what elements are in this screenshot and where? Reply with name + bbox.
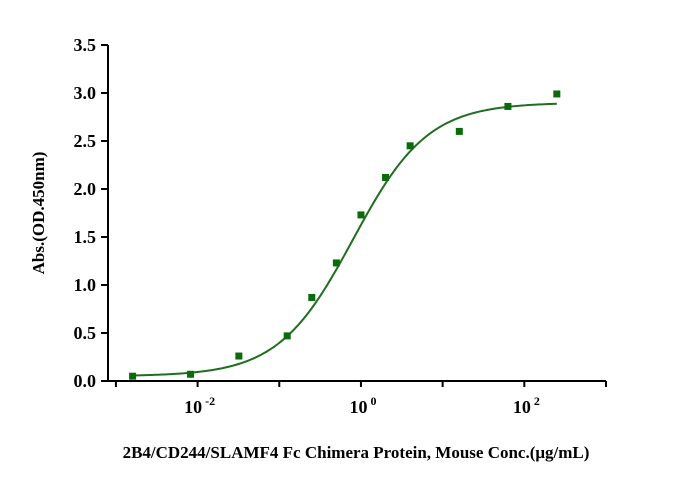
- data-point: [357, 211, 365, 219]
- y-tick-label: 3.0: [74, 83, 97, 103]
- x-axis-title: 2B4/CD244/SLAMF4 Fc Chimera Protein, Mou…: [123, 443, 590, 462]
- x-tick-label: 10 2: [513, 394, 540, 417]
- x-tick-label: 10 0: [349, 394, 376, 417]
- data-point: [406, 142, 414, 150]
- y-tick-label: 1.0: [74, 275, 97, 295]
- data-point: [382, 173, 390, 181]
- data-point: [129, 372, 137, 380]
- y-tick-label: 1.5: [74, 227, 97, 247]
- data-point: [504, 102, 512, 110]
- y-tick-label: 0.5: [74, 323, 97, 343]
- axis-labels-layer: 0.0 0.5 1.0 1.5 2.0 2.5 3.0 3.5 10 -2 10 0 10 2 2B4/CD…: [29, 35, 589, 462]
- fit-curve-layer: [132, 102, 557, 377]
- x-tick-label: 10 -2: [184, 394, 215, 417]
- data-point: [308, 293, 316, 301]
- fit-curve: [132, 102, 557, 377]
- y-tick-label: 3.5: [74, 35, 97, 55]
- data-point: [235, 352, 243, 360]
- data-point: [332, 259, 340, 267]
- y-axis-title: Abs.(OD.450nm): [29, 152, 48, 275]
- axes: [101, 44, 607, 387]
- data-point: [455, 127, 463, 135]
- data-points-layer: [129, 90, 561, 380]
- data-point: [187, 370, 195, 378]
- y-tick-label: 2.5: [74, 131, 97, 151]
- y-tick-label: 2.0: [74, 179, 97, 199]
- y-tick-label: 0.0: [74, 371, 97, 391]
- data-point: [553, 90, 561, 98]
- data-point: [283, 332, 291, 340]
